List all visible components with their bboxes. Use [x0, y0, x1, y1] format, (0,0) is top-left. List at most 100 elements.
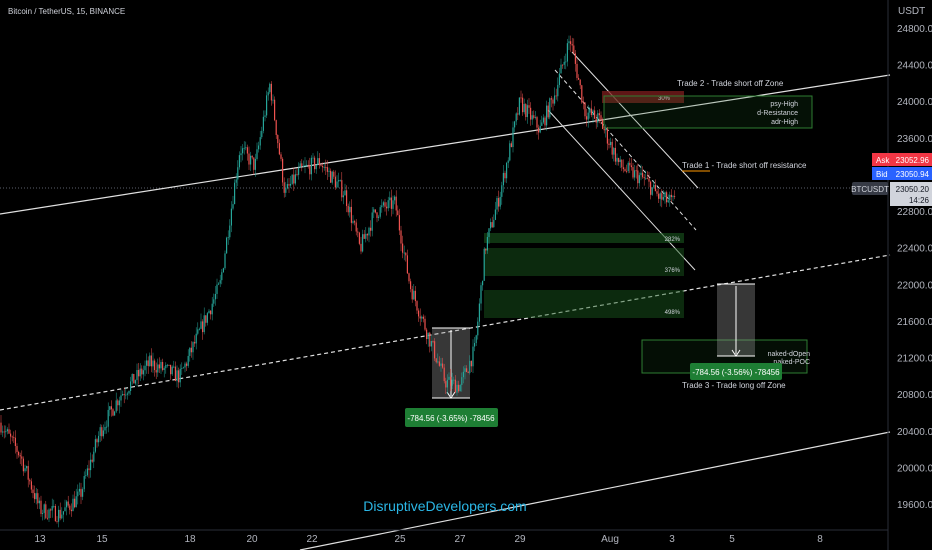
candle-body — [597, 113, 599, 123]
pct-label-282: 282% — [665, 237, 681, 243]
candle-body — [418, 310, 420, 317]
candle-body — [178, 370, 180, 383]
candle-body — [179, 368, 181, 383]
candle-body — [547, 105, 549, 118]
candle-body — [218, 283, 220, 285]
symbol-label: BTCUSDT — [851, 185, 889, 194]
green-zone-3[interactable] — [484, 290, 684, 318]
candle-body — [622, 167, 624, 170]
candle-body — [75, 496, 77, 508]
candle-body — [542, 117, 544, 123]
last-price-tag[interactable] — [890, 182, 932, 206]
candles-group — [0, 35, 676, 528]
candle-body — [528, 105, 530, 108]
candle-body — [496, 198, 498, 210]
candle-body — [590, 108, 592, 116]
candle-body — [406, 255, 408, 274]
candle-body — [550, 98, 552, 100]
time-tick-label: 3 — [669, 534, 675, 545]
resistance-zone-box[interactable] — [603, 95, 813, 129]
candle-body — [621, 159, 623, 168]
candle-body — [165, 365, 167, 369]
candle-body — [413, 290, 415, 300]
candle-body — [566, 43, 568, 62]
candle-body — [637, 170, 639, 184]
candle-body — [219, 280, 221, 284]
time-tick-label: 22 — [306, 534, 318, 545]
candle-body — [261, 130, 263, 138]
candle-body — [546, 105, 548, 126]
candle-body — [498, 198, 500, 207]
candle-body — [48, 509, 50, 519]
candle-body — [37, 493, 39, 504]
candle-body — [598, 113, 600, 116]
candle-body — [408, 273, 410, 282]
pct-label-498: 498% — [665, 310, 681, 316]
candle-body — [138, 370, 140, 377]
candle-body — [414, 290, 416, 302]
price-tick-label: 20000.00 — [897, 463, 932, 474]
candle-body — [243, 147, 245, 149]
time-tick-label: 13 — [34, 534, 46, 545]
candle-body — [32, 489, 34, 494]
candle-body — [203, 315, 205, 333]
bid-tag[interactable] — [872, 167, 932, 180]
candle-body — [520, 97, 522, 99]
candle-body — [326, 167, 328, 172]
ask-tag[interactable] — [872, 153, 932, 166]
candle-body — [664, 192, 666, 198]
down-channel-lower[interactable] — [547, 109, 696, 271]
lower-trend-line[interactable] — [299, 431, 891, 550]
candle-body — [576, 63, 578, 78]
candle-body — [77, 491, 79, 497]
upper-trend-line[interactable] — [0, 74, 891, 215]
green-zone-2[interactable] — [484, 248, 684, 276]
down-channel-mid[interactable] — [554, 69, 697, 231]
candle-body — [173, 366, 175, 368]
price-tick-label: 22800.00 — [897, 207, 932, 218]
candle-body — [45, 504, 47, 518]
price-tick-label: 22000.00 — [897, 280, 932, 291]
candle-body — [176, 370, 178, 382]
candle-body — [126, 393, 128, 395]
symbol-tag[interactable] — [852, 182, 888, 195]
time-tick-label: 15 — [96, 534, 108, 545]
candle-body — [322, 166, 324, 168]
candle-body — [101, 427, 103, 437]
candle-body — [216, 284, 218, 294]
candle-body — [253, 157, 255, 170]
candle-body — [480, 285, 482, 304]
price-tick-label: 24400.00 — [897, 61, 932, 72]
candle-body — [64, 507, 66, 512]
candle-body — [317, 158, 319, 165]
candle-body — [13, 437, 15, 438]
candle-body — [563, 61, 565, 65]
candle-body — [29, 479, 31, 482]
candle-body — [294, 174, 296, 184]
candle-body — [349, 206, 351, 213]
candle-body — [30, 481, 32, 490]
candle-body — [459, 385, 461, 392]
candle-body — [27, 466, 29, 480]
trade3-label: Trade 3 - Trade long off Zone — [682, 381, 786, 390]
candle-body — [557, 84, 559, 97]
candle-body — [378, 216, 380, 218]
candle-body — [123, 394, 125, 396]
candle-body — [342, 195, 344, 198]
candle-body — [341, 180, 343, 198]
candle-body — [454, 379, 456, 393]
candle-body — [469, 360, 471, 373]
candle-body — [478, 303, 480, 322]
candle-body — [66, 501, 68, 508]
green-zone-1[interactable] — [484, 233, 684, 243]
red-zone-box[interactable] — [602, 91, 684, 103]
down-channel-upper[interactable] — [571, 51, 699, 189]
candle-body — [570, 41, 572, 45]
candle-body — [309, 164, 311, 175]
candle-body — [302, 166, 304, 167]
candle-body — [142, 370, 144, 375]
candle-body — [392, 200, 394, 209]
mid-trend-line[interactable] — [0, 254, 891, 411]
candle-body — [336, 181, 338, 188]
